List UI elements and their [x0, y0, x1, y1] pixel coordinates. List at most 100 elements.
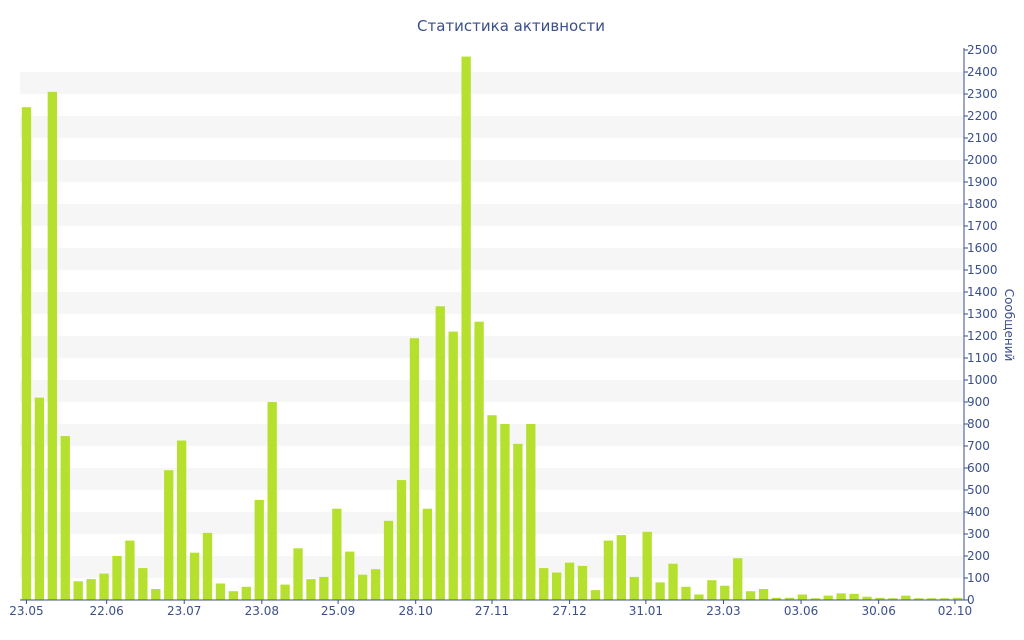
bar — [293, 548, 303, 600]
y-tick-label: 2200 — [967, 109, 998, 123]
y-tick-label: 2400 — [967, 65, 998, 79]
grid-band — [20, 292, 964, 314]
x-tick-label: 02.10 — [938, 604, 972, 618]
bar — [21, 107, 32, 600]
y-tick-label: 2300 — [967, 87, 998, 101]
y-tick-label: 500 — [967, 483, 990, 497]
y-tick-label: 1400 — [967, 285, 998, 299]
x-axis: 23.05 22.06 23.07 23.08 25.09 28.10 27.11 27.12… — [9, 599, 972, 618]
bar — [552, 572, 562, 600]
bar — [189, 552, 200, 600]
bar — [616, 535, 626, 600]
bar — [526, 424, 536, 600]
y-tick-label: 600 — [967, 461, 990, 475]
bar — [797, 594, 808, 600]
bar — [383, 520, 394, 600]
bar — [422, 508, 432, 600]
bar — [771, 597, 782, 600]
y-tick-label: 1300 — [967, 307, 998, 321]
y-tick-label: 300 — [967, 527, 990, 541]
bar — [901, 595, 911, 600]
bar — [125, 540, 135, 600]
grid-band — [20, 116, 964, 138]
y-tick-label: 0 — [967, 593, 975, 607]
bar — [694, 594, 704, 600]
y-tick-label: 1700 — [967, 219, 998, 233]
bar — [733, 558, 743, 600]
bar — [254, 499, 264, 600]
y-axis-label: Сообщений — [1002, 289, 1016, 362]
x-tick-label: 22.06 — [89, 604, 123, 618]
x-tick-label: 23.08 — [245, 604, 279, 618]
bar — [47, 91, 57, 601]
bar — [138, 568, 148, 600]
bar — [228, 591, 239, 600]
x-tick-label: 23.07 — [167, 604, 201, 618]
y-tick-label: 400 — [967, 505, 990, 519]
y-tick-label: 2000 — [967, 153, 998, 167]
bar — [280, 584, 290, 600]
grid-band — [20, 160, 964, 182]
y-tick-label: 2500 — [967, 43, 998, 57]
grid-band — [20, 380, 964, 402]
bar — [267, 402, 277, 600]
bar — [745, 591, 756, 600]
bar — [810, 598, 820, 600]
y-tick-label: 1600 — [967, 241, 998, 255]
bar — [564, 562, 575, 600]
bar — [241, 586, 251, 600]
bar — [849, 593, 859, 600]
bar — [345, 551, 355, 600]
x-tick-label: 23.05 — [9, 604, 43, 618]
y-tick-label: 1000 — [967, 373, 998, 387]
bar — [461, 56, 471, 601]
x-tick-label: 03.06 — [784, 604, 818, 618]
bar — [358, 574, 368, 600]
bar — [952, 597, 963, 600]
bar — [319, 576, 329, 600]
bar — [448, 331, 458, 600]
bar — [306, 579, 316, 600]
x-tick-label: 23.03 — [706, 604, 740, 618]
bar — [939, 598, 950, 600]
y-tick-label: 1200 — [967, 329, 998, 343]
bar — [215, 583, 226, 600]
bar — [396, 480, 407, 600]
grid-band — [20, 72, 964, 94]
x-tick-label: 30.06 — [861, 604, 895, 618]
bar — [151, 589, 161, 600]
y-tick-label: 1900 — [967, 175, 998, 189]
y-axis: 0 100 200 300 400 500 600 700 800 900 1000 1100 1200… — [963, 43, 998, 607]
bar — [539, 568, 549, 600]
y-tick-label: 1100 — [967, 351, 998, 365]
x-tick-label: 27.12 — [552, 604, 586, 618]
bar — [875, 597, 885, 600]
y-tick-label: 1800 — [967, 197, 998, 211]
bar — [603, 540, 614, 600]
bar — [720, 585, 730, 600]
bar — [642, 531, 652, 600]
bar — [332, 508, 342, 600]
y-tick-label: 900 — [967, 395, 990, 409]
y-tick-label: 800 — [967, 417, 990, 431]
grid-band — [20, 336, 964, 358]
bar — [86, 579, 96, 600]
bar — [914, 598, 924, 600]
bar — [112, 556, 122, 600]
x-tick-label: 25.09 — [321, 604, 355, 618]
bar — [888, 598, 898, 600]
bar — [577, 565, 588, 600]
bar — [836, 593, 846, 600]
grid-band — [20, 204, 964, 226]
bar — [435, 306, 445, 600]
chart-title: Статистика активности — [417, 17, 605, 35]
bar — [707, 580, 717, 600]
x-tick-label: 31.01 — [629, 604, 663, 618]
bar — [34, 397, 45, 600]
bar — [164, 470, 174, 600]
bar — [409, 338, 420, 600]
bar — [927, 598, 937, 600]
bar — [758, 589, 769, 600]
bar — [73, 581, 83, 600]
bar — [655, 582, 665, 600]
